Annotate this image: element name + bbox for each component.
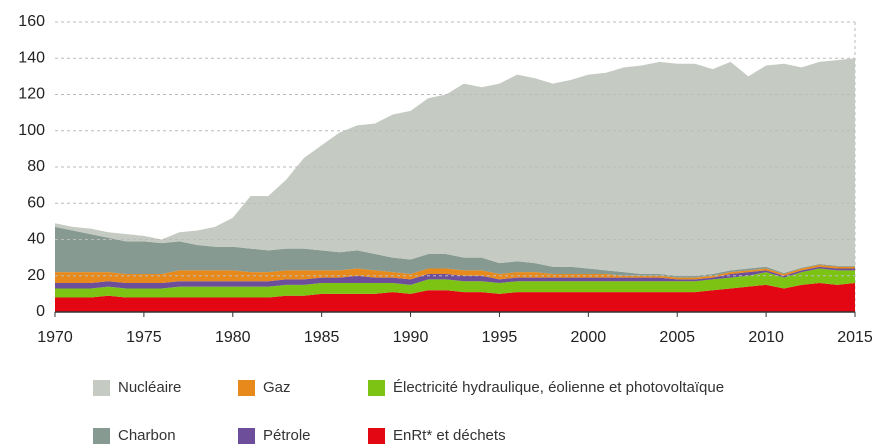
area [55, 283, 855, 312]
y-tick-label: 100 [18, 122, 45, 139]
legend-swatch [93, 428, 110, 444]
area [55, 226, 855, 278]
legend-label: Électricité hydraulique, éolienne et pho… [393, 379, 724, 396]
legend-label: Pétrole [263, 427, 311, 444]
y-tick-label: 160 [18, 13, 45, 30]
x-tick-label: 1980 [215, 329, 251, 346]
legend-label: Nucléaire [118, 379, 181, 396]
y-tick-label: 140 [18, 49, 45, 66]
area [55, 266, 855, 289]
area [55, 268, 855, 298]
legend-swatch [93, 380, 110, 396]
legend-label: EnRt* et déchets [393, 427, 506, 444]
legend-swatch [368, 380, 385, 396]
area [55, 58, 855, 276]
legend-swatch [368, 428, 385, 444]
x-tick-label: 2015 [837, 329, 873, 346]
legend-label: Charbon [118, 427, 176, 444]
area [55, 264, 855, 283]
x-tick-label: 1975 [126, 329, 162, 346]
legend-swatch [238, 380, 255, 396]
x-tick-label: 2000 [571, 329, 607, 346]
y-tick-label: 0 [36, 303, 45, 320]
x-tick-label: 2005 [659, 329, 695, 346]
x-tick-label: 1985 [304, 329, 340, 346]
y-tick-label: 20 [27, 267, 45, 284]
y-tick-label: 40 [27, 231, 45, 248]
y-tick-label: 60 [27, 194, 45, 211]
y-tick-label: 120 [18, 86, 45, 103]
y-tick-label: 80 [27, 158, 45, 175]
x-tick-label: 1990 [393, 329, 429, 346]
x-tick-label: 1970 [37, 329, 73, 346]
x-tick-label: 2010 [748, 329, 784, 346]
legend-label: Gaz [263, 379, 291, 396]
legend-swatch [238, 428, 255, 444]
x-tick-label: 1995 [482, 329, 518, 346]
